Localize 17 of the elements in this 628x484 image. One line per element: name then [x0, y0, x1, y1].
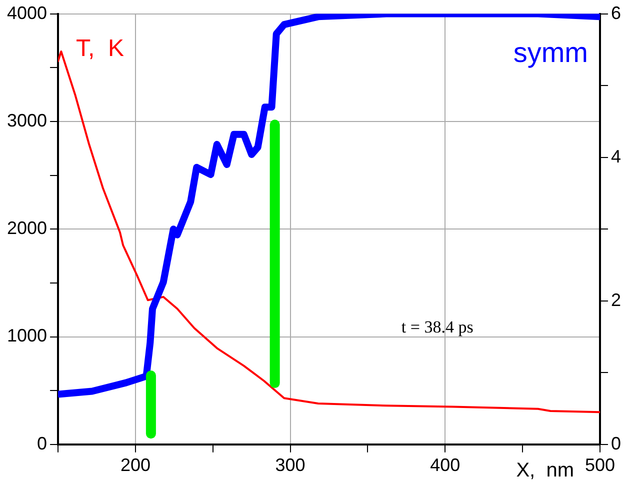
y2-tick-label: 0	[610, 433, 622, 454]
y2-tick-label: 2	[610, 290, 622, 310]
y-tick-label: 1000	[6, 326, 48, 346]
y-tick-label: 0	[37, 433, 48, 454]
y-tick-label: 3000	[6, 110, 48, 130]
y2-axis-title: symm	[513, 36, 588, 68]
y-axis-title: T, K	[76, 34, 124, 62]
x-axis-title: X, nm	[516, 459, 574, 482]
y-tick-label: 4000	[6, 2, 48, 23]
x-tick-label: 400	[430, 455, 460, 476]
y2-tick-label: 6	[610, 2, 622, 23]
x-tick-label: 200	[120, 455, 150, 476]
x-tick-label: 500	[584, 455, 616, 476]
annotation: t = 38.4 ps	[401, 317, 474, 336]
y-tick-label: 2000	[6, 218, 48, 238]
x-tick-label: 300	[275, 455, 306, 476]
y2-tick-label: 4	[610, 146, 622, 166]
